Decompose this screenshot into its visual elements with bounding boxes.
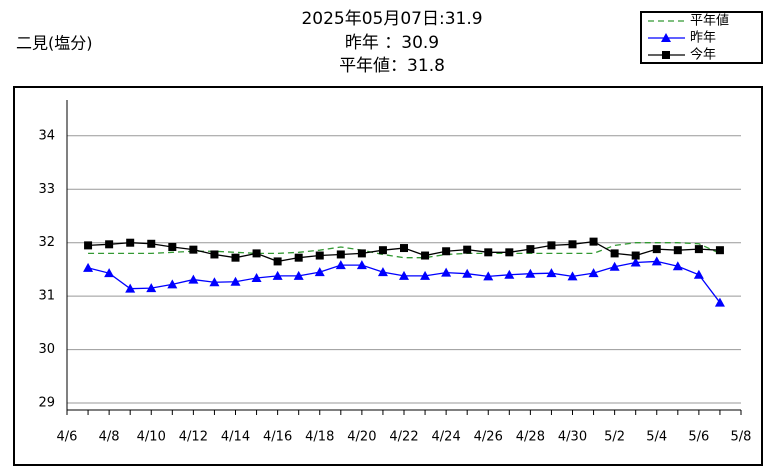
square-marker — [526, 245, 535, 254]
square-marker — [357, 249, 366, 258]
square-marker — [589, 237, 598, 246]
triangle-marker — [335, 260, 346, 270]
x-tick-label: 4/6 — [57, 430, 78, 445]
legend-label: 今年 — [690, 47, 716, 63]
triangle-marker — [483, 271, 494, 281]
y-tick-label: 32 — [38, 235, 55, 250]
square-marker — [189, 245, 198, 254]
square-marker — [505, 248, 514, 257]
y-tick-label: 34 — [38, 128, 55, 143]
triangle-marker — [672, 261, 683, 271]
square-marker — [336, 250, 345, 259]
triangle-marker — [251, 272, 262, 282]
square-marker — [400, 244, 408, 253]
square-marker — [484, 248, 493, 257]
x-tick-label: 5/6 — [688, 430, 709, 445]
triangle-marker — [525, 268, 536, 278]
triangle-marker — [293, 270, 304, 280]
square-marker — [315, 251, 324, 260]
square-marker — [294, 253, 303, 262]
y-tick-label: 29 — [38, 396, 55, 411]
square-marker — [673, 246, 682, 255]
x-tick-label: 4/30 — [558, 430, 587, 445]
triangle-marker — [588, 268, 599, 278]
triangle-marker — [567, 271, 578, 281]
square-marker — [715, 246, 724, 255]
y-tick-label: 33 — [38, 182, 55, 197]
x-tick-label: 5/4 — [646, 430, 667, 445]
legend-label: 昨年 — [690, 31, 716, 46]
square-marker — [168, 242, 177, 251]
triangle-marker — [356, 260, 367, 270]
triangle-marker — [188, 274, 199, 284]
triangle-marker — [146, 283, 157, 293]
square-marker — [273, 257, 282, 266]
square-marker — [694, 245, 703, 254]
triangle-marker — [630, 257, 641, 267]
square-marker — [210, 250, 219, 259]
square-marker — [652, 245, 661, 254]
square-marker — [463, 245, 472, 254]
triangle-marker — [661, 33, 671, 42]
x-tick-label: 4/12 — [179, 430, 208, 445]
triangle-marker — [125, 283, 136, 293]
x-tick-label: 4/18 — [305, 430, 334, 445]
square-marker — [126, 238, 135, 247]
triangle-marker — [420, 270, 431, 280]
y-tick-label: 30 — [38, 342, 55, 357]
square-marker — [442, 247, 451, 256]
x-tick-label: 4/10 — [137, 430, 166, 445]
title-line: 昨年 ：30.9 — [345, 33, 439, 53]
x-tick-label: 4/24 — [432, 430, 461, 445]
triangle-marker — [230, 276, 241, 286]
x-tick-label: 4/16 — [263, 430, 292, 445]
triangle-marker — [377, 267, 388, 277]
triangle-marker — [693, 269, 704, 279]
square-marker — [568, 240, 577, 249]
square-marker — [84, 241, 93, 250]
x-tick-label: 5/2 — [604, 430, 625, 445]
square-marker — [610, 249, 619, 258]
title-line: 2025年05月07日:31.9 — [301, 9, 482, 29]
triangle-marker — [104, 268, 115, 278]
square-marker — [631, 251, 640, 260]
square-marker — [421, 251, 430, 260]
triangle-marker — [462, 268, 473, 278]
triangle-marker — [314, 267, 325, 277]
x-tick-label: 4/14 — [221, 430, 250, 445]
square-marker — [231, 253, 240, 262]
title-line: 平年値：31.8 — [339, 56, 445, 76]
triangle-marker — [714, 297, 725, 307]
triangle-marker — [209, 277, 220, 287]
triangle-marker — [83, 262, 94, 272]
x-tick-label: 4/8 — [99, 430, 120, 445]
x-tick-label: 5/8 — [731, 430, 752, 445]
square-marker — [147, 239, 156, 248]
triangle-marker — [546, 268, 557, 278]
square-marker — [252, 249, 261, 258]
y-tick-label: 31 — [38, 289, 55, 304]
triangle-marker — [504, 269, 515, 279]
legend-label: 平年値 — [690, 13, 729, 29]
square-marker — [378, 246, 387, 255]
station-label: 二見(塩分) — [16, 34, 93, 53]
triangle-marker — [399, 270, 409, 280]
x-tick-label: 4/22 — [389, 430, 418, 445]
x-tick-label: 4/28 — [516, 430, 545, 445]
triangle-marker — [609, 261, 620, 271]
triangle-marker — [651, 256, 662, 266]
square-marker — [662, 51, 670, 59]
square-marker — [105, 240, 114, 249]
triangle-marker — [441, 267, 452, 277]
x-tick-label: 4/26 — [474, 430, 503, 445]
x-tick-label: 4/20 — [347, 430, 376, 445]
chart-frame — [13, 86, 763, 466]
triangle-marker — [167, 279, 178, 289]
triangle-marker — [272, 270, 283, 280]
square-marker — [547, 241, 556, 250]
